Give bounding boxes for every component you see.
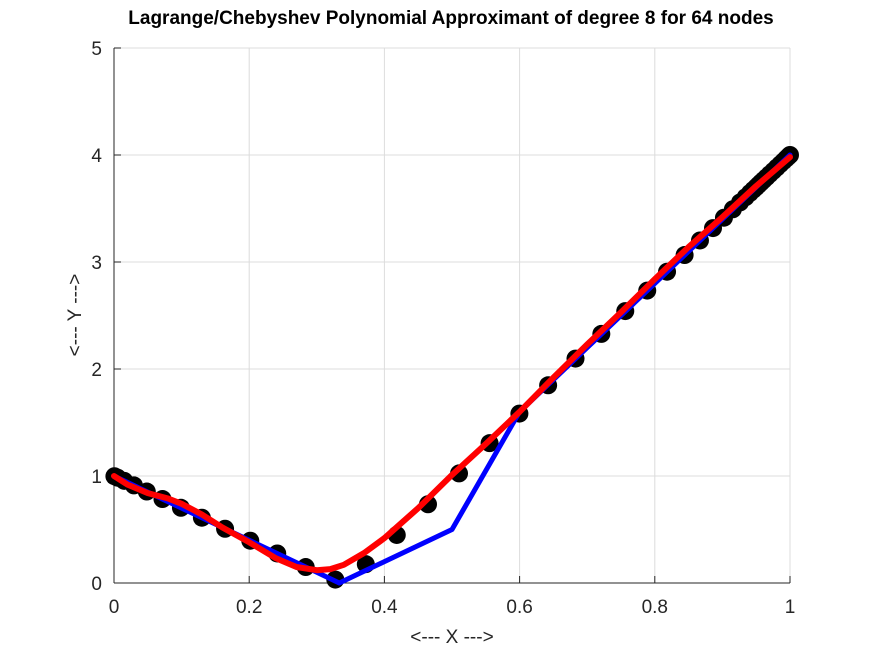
- grid: [113, 47, 791, 584]
- y-tick-label: 4: [91, 146, 102, 167]
- red-curve: [111, 154, 793, 574]
- chart-title: Lagrange/Chebyshev Polynomial Approximan…: [128, 8, 773, 29]
- y-tick-label: 5: [91, 39, 102, 60]
- x-axis-label: <--- X --->: [410, 627, 493, 648]
- y-axis-label: <--- Y --->: [65, 274, 86, 357]
- y-tick-label: 3: [91, 253, 102, 274]
- y-tick-label: 0: [91, 574, 102, 595]
- x-tick-labels: 0 0.2 0.4 0.6 0.8 1: [109, 597, 796, 618]
- x-tick-label: 0.6: [506, 597, 532, 618]
- x-tick-label: 1: [785, 597, 796, 618]
- y-tick-label: 2: [91, 360, 102, 381]
- x-tick-label: 0.2: [236, 597, 262, 618]
- x-tick-label: 0: [109, 597, 120, 618]
- y-tick-labels: 0 1 2 3 4 5: [91, 39, 102, 595]
- series-group: [105, 146, 799, 589]
- y-tick-label: 1: [91, 467, 102, 488]
- x-tick-label: 0.8: [642, 597, 668, 618]
- axes: [113, 47, 791, 584]
- x-tick-label: 0.4: [371, 597, 398, 618]
